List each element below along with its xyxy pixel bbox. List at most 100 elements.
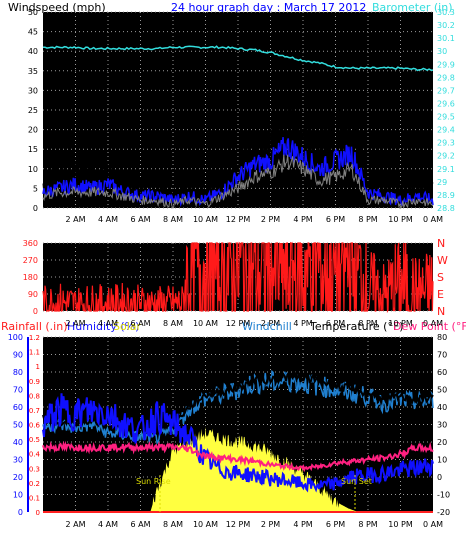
x-tick-label: 4 AM [98,520,118,529]
humidity-tick-label: 0 [18,508,23,517]
barometer-tick-label: 29 [437,178,447,187]
dewpoint-legend-label: Dew Point (°F) [393,320,466,333]
humidity-tick-label: 50 [13,421,23,430]
humidity-tick-label: 90 [13,351,23,360]
series-barometer-line [42,45,434,72]
barometer-tick-label: 29.7 [437,86,455,95]
temperature-tick-label: -10 [437,491,450,500]
axis-ticks: 0510152025303540455028.828.92929.129.229… [8,8,455,529]
series-dewpoint-line [42,440,434,473]
temperature-tick-label: 40 [437,403,447,412]
x-tick-label: 4 PM [293,520,312,529]
rainfall-tick-label: 1.2 [29,334,40,342]
temperature-tick-label: 50 [437,386,447,395]
compass-tick-label: N [437,237,445,250]
humidity-tick-label: 10 [13,491,23,500]
temperature-tick-label: 80 [437,333,447,342]
direction-tick-label: 270 [23,256,38,265]
rainfall-tick-label: 0.3 [29,465,40,473]
humidity-tick-label: 100 [8,333,23,342]
barometer-tick-label: 29.4 [437,126,455,135]
rainfall-tick-label: 0.9 [29,378,40,386]
barometer-tick-label: 29.8 [437,73,455,82]
windspeed-axis-label: Windspeed (mph) [8,1,106,14]
series-wind-average-line [42,154,434,210]
windspeed-tick-label: 35 [28,67,38,76]
x-tick-label: 6 PM [326,319,345,328]
windspeed-tick-label: 0 [33,204,38,213]
x-tick-label: 2 PM [261,520,280,529]
x-tick-label: 6 AM [130,319,150,328]
barometer-tick-label: 28.8 [437,204,455,213]
x-tick-label: 6 PM [326,215,345,224]
rainfall-tick-label: 0.1 [29,494,40,502]
x-tick-label: 10 AM [193,520,218,529]
rainfall-tick-label: 0.8 [29,392,40,400]
rainfall-tick-label: 0.4 [29,451,41,459]
x-tick-label: 4 AM [98,319,118,328]
x-tick-label: 8 PM [358,319,377,328]
x-tick-label: 2 AM [65,319,85,328]
direction-tick-label: 180 [23,273,38,282]
rainfall-tick-label: 0.7 [29,407,40,415]
barometer-tick-label: 29.1 [437,165,455,174]
barometer-tick-label: 29.2 [437,152,455,161]
windspeed-tick-label: 40 [28,47,38,56]
barometer-tick-label: 29.3 [437,139,455,148]
x-tick-label: 0 AM [423,520,443,529]
chart-title: 24 hour graph day : March 17 2012 [171,1,366,14]
direction-tick-label: 90 [28,290,38,299]
x-tick-label: 4 PM [293,319,312,328]
barometer-tick-label: 29.9 [437,60,455,69]
rainfall-tick-label: 1.1 [29,349,40,357]
rainfall-tick-label: 0 [36,509,40,517]
rainfall-tick-label: 0.6 [29,422,41,430]
x-tick-label: 10 PM [388,319,413,328]
temperature-tick-label: 0 [437,473,442,482]
rainfall-tick-label: 1 [36,363,40,371]
compass-tick-label: W [437,254,448,267]
humidity-tick-label: 80 [13,368,23,377]
x-tick-label: 0 AM [423,319,443,328]
sunset-label: Sun Set [341,477,372,486]
windspeed-tick-label: 25 [28,106,38,115]
x-tick-label: 2 AM [65,215,85,224]
windspeed-tick-label: 50 [28,8,38,17]
compass-tick-label: N [437,305,445,318]
sunrise-label: Sun Rise [136,477,171,486]
x-tick-label: 8 PM [358,520,377,529]
temperature-tick-label: 30 [437,421,447,430]
x-tick-label: 6 PM [326,520,345,529]
direction-tick-label: 360 [23,239,38,248]
humidity-tick-label: 60 [13,403,23,412]
temperature-tick-label: 20 [437,438,447,447]
direction-tick-label: 0 [33,307,38,316]
x-tick-label: 6 AM [130,520,150,529]
compass-tick-label: E [437,288,444,301]
barometer-tick-label: 29.5 [437,113,455,122]
temperature-axis-label: Temperature (°F) [309,320,404,333]
windspeed-tick-label: 20 [28,126,38,135]
x-tick-label: 10 AM [193,215,218,224]
windchill-legend-label: Windchill [242,320,292,333]
windspeed-tick-label: 30 [28,86,38,95]
x-tick-label: 8 AM [163,520,183,529]
barometer-axis-label: Barometer (in) [372,1,453,14]
x-tick-label: 10 PM [388,215,413,224]
temperature-tick-label: 10 [437,456,447,465]
solar-legend-label: Solar [113,320,142,333]
humidity-tick-label: 70 [13,386,23,395]
temperature-tick-label: 60 [437,368,447,377]
barometer-tick-label: 30.2 [437,21,455,30]
humidity-tick-label: 40 [13,438,23,447]
barometer-tick-label: 30 [437,47,447,56]
x-tick-label: 0 AM [423,215,443,224]
series-windchill-line [42,369,434,445]
x-tick-label: 2 AM [65,520,85,529]
x-tick-label: 10 PM [388,520,413,529]
windspeed-tick-label: 15 [28,145,38,154]
humidity-axis-label: Humidity (%) [67,320,139,333]
x-tick-label: 8 AM [163,319,183,328]
